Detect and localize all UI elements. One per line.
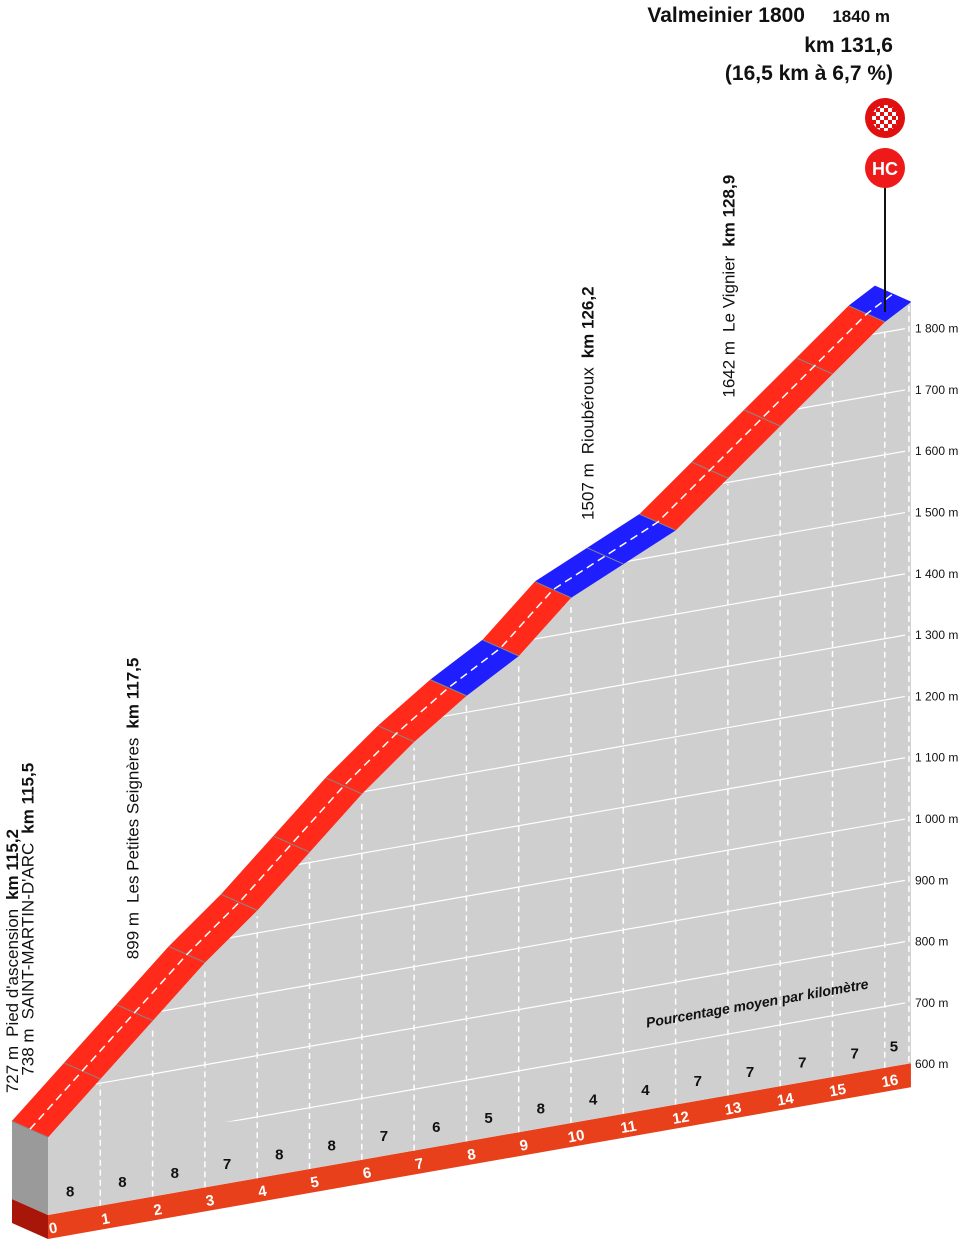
- waypoint-km: km 115,5: [19, 763, 38, 834]
- y-tick-label: 600 m: [915, 1057, 948, 1071]
- waypoint-name: Les Petites Seignères: [123, 738, 142, 903]
- grid-line: [48, 879, 906, 1032]
- base-side: [12, 1199, 48, 1239]
- segment-tick: [325, 777, 363, 795]
- y-tick-label: 1 000 m: [915, 812, 958, 826]
- profile-area: [48, 301, 911, 1215]
- gradient-label: 7: [746, 1064, 754, 1081]
- summit-altitude: 1840 m: [832, 7, 890, 26]
- gradient-label: 7: [850, 1045, 858, 1062]
- x-tick-label: 13: [723, 1099, 742, 1119]
- x-tick-label: 9: [518, 1137, 529, 1155]
- x-tick-label: 14: [776, 1090, 796, 1110]
- y-tick-label: 1 400 m: [915, 567, 958, 581]
- waypoint-name: Pied d'ascension: [3, 909, 22, 1037]
- category-label: HC: [872, 159, 898, 179]
- y-tick-label: 1 600 m: [915, 444, 958, 458]
- gradient-label: 8: [327, 1137, 335, 1154]
- segment-tick: [534, 581, 572, 599]
- plot: 600 m 700 m 800 m 900 m 1 000 m 1 100 m 1 200 …: [3, 175, 958, 1239]
- gradient-label: 8: [118, 1174, 126, 1191]
- x-tick-label: 6: [361, 1164, 372, 1182]
- x-tick-label: 11: [619, 1118, 638, 1137]
- segment-tick: [482, 639, 519, 657]
- segment-tick: [743, 409, 781, 427]
- waypoint-altitude: 727 m: [3, 1046, 22, 1093]
- base-strip: [48, 1063, 911, 1239]
- y-tick-label: 1 500 m: [915, 506, 958, 520]
- x-tick-label: 8: [466, 1146, 477, 1164]
- gradient-label: 8: [537, 1101, 545, 1118]
- y-tick-label: 1 800 m: [915, 322, 958, 336]
- segment-tick: [220, 893, 258, 911]
- x-tick-label: 10: [567, 1127, 586, 1147]
- waypoint-name: SAINT-MARTIN-D'ARC: [19, 843, 38, 1020]
- x-tick-label: 3: [205, 1192, 216, 1210]
- gradient-label: 6: [432, 1119, 440, 1136]
- waypoint-label: 899 m Les Petites Seignères km 117,5: [123, 658, 142, 960]
- y-tick-label: 800 m: [915, 935, 948, 949]
- y-tick-label: 700 m: [915, 996, 948, 1010]
- waypoint-altitude: 1642 m: [720, 341, 739, 398]
- segment-tick: [430, 679, 467, 697]
- y-tick-label: 1 300 m: [915, 628, 958, 642]
- waypoint-label: 727 m Pied d'ascension km 115,2: [3, 829, 22, 1093]
- gradient-label: 8: [171, 1165, 179, 1182]
- waypoint-label: 1642 m Le Vignier km 128,9: [720, 175, 739, 398]
- finish-checker: [872, 105, 898, 131]
- gradient-label: 8: [66, 1183, 74, 1200]
- x-tick-label: 16: [880, 1072, 899, 1092]
- waypoint-label: 1507 m Rioubéroux km 126,2: [578, 286, 597, 520]
- segment-tick: [273, 835, 310, 853]
- gradient-label: 4: [641, 1082, 650, 1099]
- x-tick-label: 7: [414, 1155, 425, 1173]
- waypoint-altitude: 1507 m: [578, 463, 597, 520]
- x-tick-label: 0: [48, 1219, 59, 1237]
- waypoint-name: Le Vignier: [720, 255, 739, 332]
- waypoint-km: km 115,2: [3, 829, 22, 900]
- category-badge: [865, 148, 905, 188]
- waypoint-km: km 117,5: [123, 658, 142, 729]
- gradient-label: 7: [223, 1156, 231, 1173]
- x-tick-label: 1: [100, 1210, 111, 1228]
- x-tick-label: 2: [152, 1201, 163, 1219]
- x-tick-label: 4: [257, 1183, 269, 1201]
- gradient-label: 8: [275, 1147, 283, 1164]
- y-tick-label: 1 100 m: [915, 751, 958, 765]
- y-tick-label: 1 200 m: [915, 689, 958, 703]
- chart-title: Valmeinier 1800: [647, 4, 805, 27]
- y-tick-label: 1 700 m: [915, 383, 958, 397]
- x-tick-label: 12: [671, 1108, 690, 1128]
- y-tick-label: 900 m: [915, 873, 948, 887]
- waypoint-label: 738 m SAINT-MARTIN-D'ARC km 115,5: [19, 763, 38, 1076]
- gradient-label: 5: [890, 1039, 898, 1056]
- segment-tick: [587, 547, 624, 565]
- ribbon-center: [29, 293, 894, 1130]
- summit-km: km 131,6: [804, 34, 893, 57]
- x-tick-label: 5: [309, 1173, 320, 1191]
- gradient-label: 5: [484, 1110, 492, 1127]
- waypoint-km: km 128,9: [720, 175, 739, 247]
- gradient-label: 7: [380, 1128, 388, 1145]
- waypoint-altitude: 899 m: [123, 912, 142, 959]
- summary: (16,5 km à 6,7 %): [725, 62, 893, 85]
- profile-side: [12, 1121, 48, 1215]
- grid-line: [48, 941, 906, 1093]
- x-tick-label: 15: [828, 1081, 847, 1101]
- gradient-label: 7: [798, 1055, 806, 1072]
- gradient-label: 4: [589, 1091, 598, 1108]
- waypoint-km: km 126,2: [578, 286, 597, 358]
- waypoint-altitude: 738 m: [19, 1028, 38, 1075]
- gradient-label: 7: [694, 1073, 702, 1090]
- waypoint-name: Rioubéroux: [578, 367, 597, 454]
